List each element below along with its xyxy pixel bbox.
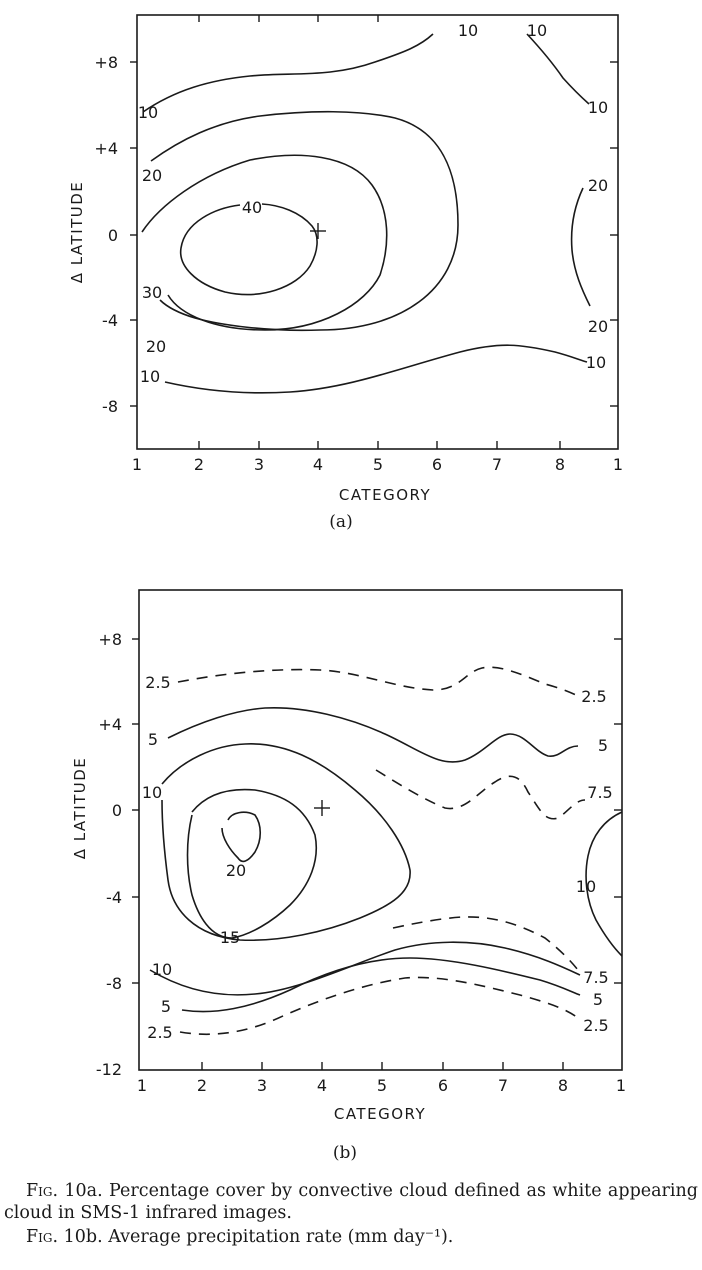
- x-tick-label: 2: [194, 455, 204, 474]
- x-tick-label: 1: [132, 455, 142, 474]
- contour-label: 30: [142, 283, 162, 302]
- contour-label: 5: [598, 736, 608, 755]
- x-tick-label: 3: [254, 455, 264, 474]
- contour-line-2.5-upper: [177, 666, 579, 697]
- contour-line-20-right: [570, 187, 591, 307]
- contour-label: 5: [148, 730, 158, 749]
- contour-line-5-lower: [181, 957, 581, 1013]
- contour-line-10-right: [585, 811, 623, 957]
- contour-line-7.5-lower: [392, 916, 579, 971]
- panel-a-frame: [136, 14, 619, 450]
- contour-line-10-lower: [149, 941, 581, 996]
- y-tick-label: 0: [112, 801, 122, 820]
- x-tick-label: 7: [492, 455, 502, 474]
- contour-line-10-lower: [164, 344, 588, 394]
- x-tick-label: 5: [377, 1076, 387, 1095]
- center-marker: [314, 800, 330, 816]
- panel-b: +8 +4 0 -4 -8 -12 1 2 3 4 5 6 7 8 1 CATE…: [71, 589, 626, 1163]
- contour-label: 5: [161, 997, 171, 1016]
- x-tick-label: 4: [313, 455, 323, 474]
- y-axis-label: Δ LATITUDE: [71, 757, 89, 860]
- contour-label: 10: [588, 98, 608, 117]
- caption-fig-prefix: Fig.: [26, 1181, 59, 1201]
- y-tick-label: +8: [94, 53, 118, 72]
- panel-b-frame: [138, 589, 623, 1071]
- contour-label: 20: [146, 337, 166, 356]
- contour-line-7.5-upper: [375, 769, 586, 820]
- contour-line-40: [179, 203, 318, 296]
- contour-label: 10: [140, 367, 160, 386]
- y-tick-label: 0: [108, 226, 118, 245]
- x-tick-label: 8: [558, 1076, 568, 1095]
- contour-line-2.5-lower: [179, 976, 579, 1036]
- contour-label: 10: [458, 21, 478, 40]
- figure-canvas: +8 +4 0 -4 -8 1 2 3 4 5 6 7 8 1 CATEGORY…: [68, 14, 626, 1163]
- caption-fig-10a: Fig. 10a. Percentage cover by convective…: [4, 1180, 698, 1224]
- panel-b-x-ticks: [201, 1062, 564, 1070]
- x-tick-label: 2: [197, 1076, 207, 1095]
- panel-a: +8 +4 0 -4 -8 1 2 3 4 5 6 7 8 1 CATEGORY…: [68, 14, 623, 532]
- contour-line-15: [186, 788, 317, 939]
- contour-line-5-upper: [167, 706, 579, 763]
- contour-line-20-upper: [150, 110, 459, 332]
- x-tick-label: 8: [555, 455, 565, 474]
- x-tick-label: 1: [137, 1076, 147, 1095]
- x-tick-label: 7: [498, 1076, 508, 1095]
- contour-label: 10: [152, 960, 172, 979]
- x-tick-label: 1: [613, 455, 623, 474]
- center-marker: [310, 223, 326, 239]
- x-tick-label: 3: [257, 1076, 267, 1095]
- panel-b-y-ticks: [132, 638, 622, 984]
- panel-a-y-ticks: [130, 61, 618, 407]
- contour-label: 5: [593, 990, 603, 1009]
- contour-label: 15: [220, 928, 240, 947]
- y-tick-label: -4: [102, 311, 118, 330]
- contour-label: 10: [138, 103, 158, 122]
- contour-label: 40: [242, 198, 262, 217]
- x-tick-label: 6: [438, 1076, 448, 1095]
- contour-label: 20: [588, 317, 608, 336]
- contour-label: 20: [142, 166, 162, 185]
- contour-label: 2.5: [581, 687, 606, 706]
- x-axis-label: CATEGORY: [334, 1105, 426, 1123]
- caption-fig-prefix: Fig.: [26, 1227, 59, 1247]
- contour-line-30: [141, 154, 388, 331]
- contour-line-10-top-right: [526, 33, 590, 105]
- y-tick-label: -12: [96, 1060, 122, 1079]
- y-tick-label: -8: [102, 397, 118, 416]
- y-axis-label: Δ LATITUDE: [68, 181, 86, 284]
- contour-line-10-top-left: [142, 33, 434, 113]
- contour-line-10-left: [161, 743, 411, 942]
- x-tick-label: 1: [616, 1076, 626, 1095]
- contour-label: 10: [527, 21, 547, 40]
- contour-label: 7.5: [583, 968, 608, 987]
- y-tick-label: -8: [106, 974, 122, 993]
- x-tick-label: 4: [317, 1076, 327, 1095]
- caption-fig-10b: Fig. 10b. Average precipitation rate (mm…: [4, 1226, 698, 1248]
- caption-text: 10b. Average precipitation rate (mm day⁻…: [58, 1227, 454, 1247]
- x-tick-label: 5: [373, 455, 383, 474]
- contour-label: 2.5: [145, 673, 170, 692]
- contour-label: 10: [586, 353, 606, 372]
- contour-label: 2.5: [147, 1023, 172, 1042]
- panel-label: (b): [333, 1143, 357, 1163]
- y-tick-label: +4: [94, 139, 118, 158]
- contour-label: 20: [226, 861, 246, 880]
- contour-label: 10: [576, 877, 596, 896]
- y-tick-label: +8: [98, 630, 122, 649]
- caption-text: 10a. Percentage cover by convective clou…: [4, 1181, 698, 1223]
- contour-label: 7.5: [587, 783, 612, 802]
- panel-a-x-ticks: [198, 15, 561, 449]
- contour-line-20: [221, 811, 262, 863]
- contour-label: 20: [588, 176, 608, 195]
- contour-label: 10: [142, 783, 162, 802]
- panel-label: (a): [329, 512, 352, 532]
- x-axis-label: CATEGORY: [339, 486, 431, 504]
- y-tick-label: +4: [98, 715, 122, 734]
- y-tick-label: -4: [106, 888, 122, 907]
- x-tick-label: 6: [432, 455, 442, 474]
- contour-label: 2.5: [583, 1016, 608, 1035]
